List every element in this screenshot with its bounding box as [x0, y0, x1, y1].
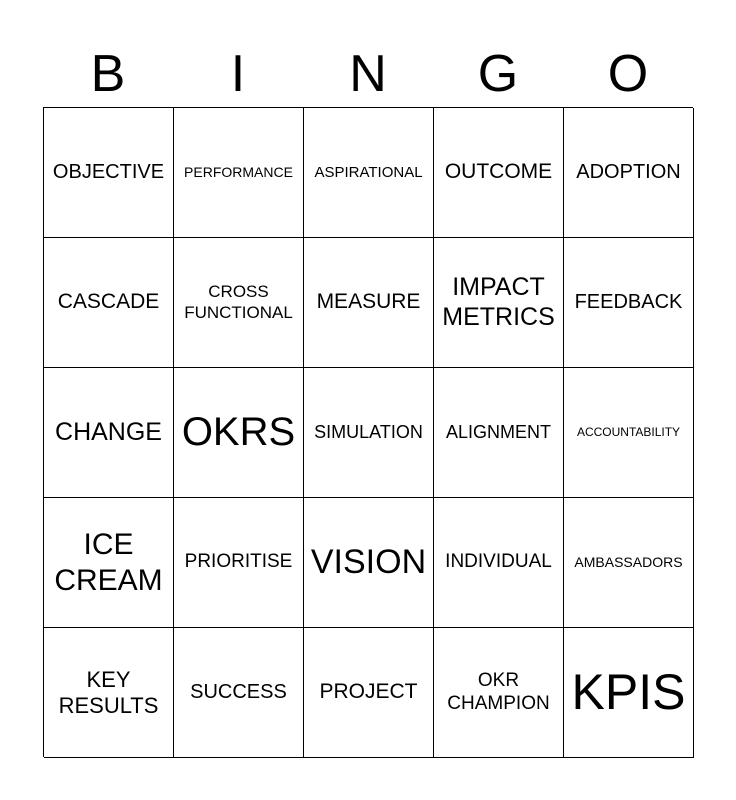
bingo-cell: IMPACT METRICS [434, 238, 564, 368]
bingo-cell: OKRS [174, 368, 304, 498]
bingo-cell: OBJECTIVE [44, 108, 174, 238]
bingo-cell: PRIORITISE [174, 498, 304, 628]
bingo-cell: ICE CREAM [44, 498, 174, 628]
bingo-cell: FEEDBACK [564, 238, 694, 368]
bingo-grid: OBJECTIVE PERFORMANCE ASPIRATIONAL OUTCOME A… [43, 107, 694, 758]
bingo-cell: SIMULATION [304, 368, 434, 498]
bingo-cell: CASCADE [44, 238, 174, 368]
bingo-cell: PERFORMANCE [174, 108, 304, 238]
bingo-letter: N [349, 45, 387, 103]
bingo-letter: O [607, 45, 649, 103]
bingo-cell: AMBASSADORS [564, 498, 694, 628]
bingo-cell: CHANGE [44, 368, 174, 498]
bingo-cell: ADOPTION [564, 108, 694, 238]
bingo-letter: G [477, 45, 519, 103]
bingo-cell: OUTCOME [434, 108, 564, 238]
bingo-cell: INDIVIDUAL [434, 498, 564, 628]
bingo-cell: VISION [304, 498, 434, 628]
bingo-cell: ALIGNMENT [434, 368, 564, 498]
bingo-cell: KEY RESULTS [44, 628, 174, 758]
bingo-cell: KPIS [564, 628, 694, 758]
bingo-cell: ACCOUNTABILITY [564, 368, 694, 498]
bingo-letter: I [230, 45, 246, 103]
bingo-cell: OKR CHAMPION [434, 628, 564, 758]
bingo-cell: MEASURE [304, 238, 434, 368]
bingo-cell: ASPIRATIONAL [304, 108, 434, 238]
bingo-letter: B [90, 45, 126, 103]
bingo-cell: PROJECT [304, 628, 434, 758]
bingo-cell: SUCCESS [174, 628, 304, 758]
bingo-cell: CROSS FUNCTIONAL [174, 238, 304, 368]
